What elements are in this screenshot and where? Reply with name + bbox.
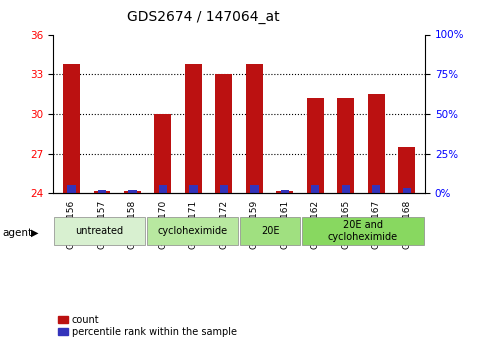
Text: cycloheximide: cycloheximide	[157, 226, 227, 236]
Bar	[220, 185, 228, 193]
Bar	[159, 185, 167, 193]
Bar	[94, 190, 110, 193]
Text: untreated: untreated	[75, 226, 124, 236]
Bar	[281, 190, 289, 193]
Bar	[276, 190, 293, 193]
Bar	[311, 185, 319, 193]
Text: GDS2674 / 147064_at: GDS2674 / 147064_at	[127, 10, 279, 24]
Bar	[307, 98, 324, 193]
Bar	[185, 63, 202, 193]
Bar	[98, 190, 106, 193]
Bar	[372, 185, 381, 193]
Bar	[55, 217, 145, 245]
Bar	[338, 98, 354, 193]
Bar	[215, 74, 232, 193]
Bar	[302, 217, 424, 245]
Bar	[341, 185, 350, 193]
Bar	[398, 147, 415, 193]
Bar	[67, 185, 76, 193]
Text: 20E and
cycloheximide: 20E and cycloheximide	[328, 220, 398, 242]
Bar	[368, 94, 384, 193]
Text: 20E: 20E	[261, 226, 279, 236]
Text: agent: agent	[2, 228, 32, 238]
Bar	[147, 217, 238, 245]
Bar	[124, 190, 141, 193]
Bar	[246, 63, 263, 193]
Bar	[250, 185, 258, 193]
Bar	[189, 185, 198, 193]
Legend: count, percentile rank within the sample: count, percentile rank within the sample	[58, 315, 237, 337]
Text: ▶: ▶	[31, 228, 39, 238]
Bar	[241, 217, 300, 245]
Bar	[155, 114, 171, 193]
Bar	[402, 188, 411, 193]
Bar	[128, 190, 137, 193]
Bar	[63, 63, 80, 193]
